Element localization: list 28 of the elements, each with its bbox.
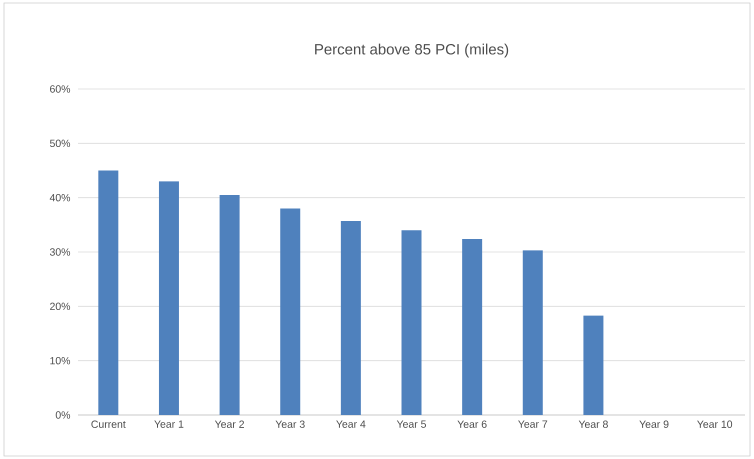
x-tick-label: Year 2	[214, 420, 244, 428]
bar	[158, 181, 179, 415]
y-tick-label: 60%	[50, 85, 70, 93]
x-tick-label: Current	[91, 420, 126, 428]
x-tick-label: Year 3	[276, 420, 305, 428]
x-tick-label: Year 5	[396, 420, 426, 428]
x-tick-label: Year 10	[697, 420, 732, 428]
bar	[220, 194, 240, 415]
x-tick-label: Year 7	[518, 420, 548, 428]
x-tick-label: Year 8	[578, 420, 608, 428]
bar	[280, 208, 300, 415]
bar	[522, 250, 543, 415]
bar	[583, 316, 604, 415]
bar	[462, 238, 482, 415]
y-tick-label: 0%	[56, 411, 70, 419]
y-tick-label: 10%	[50, 356, 70, 364]
y-tick-label: 20%	[50, 302, 70, 310]
x-tick-label: Year 1	[154, 420, 184, 428]
y-tick-label: 30%	[50, 248, 70, 256]
x-tick-label: Year 4	[336, 420, 366, 428]
x-tick-label: Year 9	[639, 420, 668, 428]
chart-title: Percent above 85 PCI (miles)	[315, 44, 508, 58]
x-tick-label: Year 6	[457, 420, 487, 428]
y-tick-label: 40%	[50, 194, 70, 202]
y-tick-label: 50%	[50, 140, 70, 148]
bar	[340, 221, 361, 415]
bar	[98, 170, 118, 415]
bar	[402, 230, 422, 415]
